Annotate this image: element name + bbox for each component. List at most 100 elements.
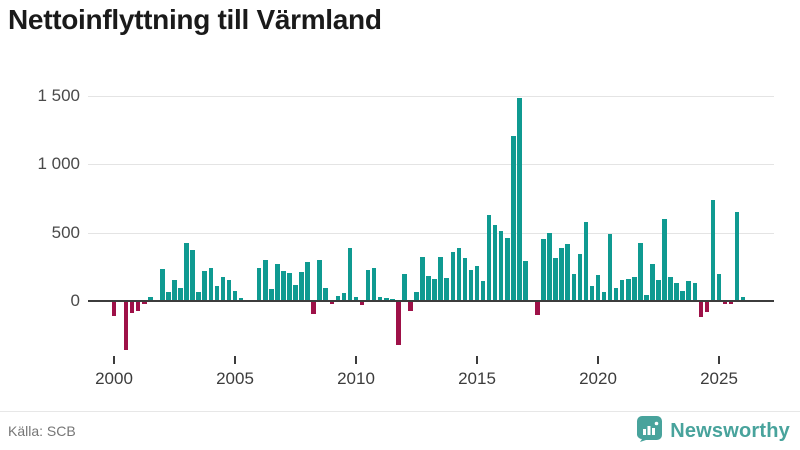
bar-2008Q4 bbox=[323, 288, 329, 301]
bar-2015Q4 bbox=[492, 225, 498, 301]
bar-2006Q1 bbox=[256, 268, 262, 301]
bar-2010Q3 bbox=[365, 270, 371, 301]
bar-2018Q1 bbox=[547, 233, 552, 301]
bar-2009Q2 bbox=[335, 296, 341, 301]
bar-2004Q1 bbox=[208, 268, 214, 301]
bar-2004Q3 bbox=[220, 276, 226, 301]
y-axis-label-0: 0 bbox=[70, 291, 80, 310]
bar-2007Q2 bbox=[287, 273, 292, 301]
bar-2005Q2 bbox=[238, 297, 244, 301]
gridline-1000 bbox=[88, 164, 774, 166]
bar-2003Q2 bbox=[190, 250, 195, 301]
bar-2009Q1 bbox=[329, 301, 335, 304]
bar-2012Q2 bbox=[408, 301, 413, 311]
bar-2021Q3 bbox=[632, 277, 637, 301]
bar-2014Q4 bbox=[468, 269, 474, 301]
bar-2009Q4 bbox=[347, 247, 353, 301]
bar-2025Q2 bbox=[722, 301, 728, 305]
bar-2016Q1 bbox=[498, 230, 504, 301]
x-axis-label-2010: 2010 bbox=[337, 369, 375, 388]
footer-divider bbox=[0, 411, 800, 412]
bar-2004Q2 bbox=[214, 285, 220, 301]
bar-2025Q3 bbox=[728, 301, 734, 304]
bar-2006Q4 bbox=[275, 264, 280, 301]
bar-2017Q4 bbox=[541, 238, 546, 301]
x-axis-label-2025: 2025 bbox=[700, 369, 738, 388]
bar-2008Q3 bbox=[317, 259, 322, 301]
bar-2009Q3 bbox=[341, 292, 347, 301]
bar-2013Q4 bbox=[444, 277, 450, 301]
bar-2013Q1 bbox=[426, 276, 431, 301]
bar-2007Q1 bbox=[281, 271, 286, 301]
source-label: Källa: SCB bbox=[8, 423, 76, 439]
bar-2001Q3 bbox=[148, 296, 153, 301]
bar-2021Q4 bbox=[638, 242, 643, 301]
bar-2011Q1 bbox=[377, 297, 383, 301]
y-axis-label-1500: 1 500 bbox=[37, 85, 80, 105]
bar-2020Q3 bbox=[607, 233, 613, 301]
bar-2010Q4 bbox=[371, 268, 377, 301]
bar-2026Q1 bbox=[740, 296, 746, 301]
bar-2012Q4 bbox=[420, 256, 425, 301]
x-axis-label-2020: 2020 bbox=[579, 369, 617, 388]
bar-2019Q2 bbox=[577, 254, 583, 301]
bar-2008Q2 bbox=[311, 301, 316, 314]
x-tick-2020 bbox=[597, 356, 599, 364]
bar-2008Q1 bbox=[305, 262, 310, 301]
bar-2024Q3 bbox=[704, 301, 710, 312]
x-axis-zero-line bbox=[88, 300, 774, 302]
bar-2019Q1 bbox=[571, 273, 577, 301]
gridline-500 bbox=[88, 232, 774, 234]
bar-2000Q1 bbox=[111, 301, 117, 317]
newsworthy-logo[interactable]: Newsworthy bbox=[636, 415, 790, 447]
bar-2014Q3 bbox=[462, 257, 468, 301]
x-axis-label-2015: 2015 bbox=[458, 369, 496, 388]
bar-2002Q2 bbox=[166, 291, 171, 301]
x-tick-2015 bbox=[476, 356, 478, 364]
page-title: Nettoinflyttning till Värmland bbox=[8, 4, 382, 35]
bar-2018Q4 bbox=[565, 243, 571, 301]
bar-2007Q4 bbox=[299, 272, 304, 301]
bar-2002Q4 bbox=[178, 287, 183, 301]
bar-2017Q3 bbox=[535, 301, 540, 316]
bar-2024Q1 bbox=[692, 283, 698, 301]
bar-2021Q1 bbox=[619, 279, 625, 301]
bar-2023Q1 bbox=[668, 276, 673, 301]
bar-2003Q1 bbox=[184, 243, 189, 301]
bar-2006Q3 bbox=[269, 288, 274, 301]
bar-2018Q3 bbox=[559, 247, 564, 301]
gridline-1500 bbox=[88, 95, 774, 97]
bar-2021Q2 bbox=[625, 278, 631, 301]
bar-2013Q2 bbox=[432, 278, 437, 301]
bar-2015Q3 bbox=[486, 215, 492, 301]
bar-2006Q2 bbox=[262, 260, 268, 301]
y-axis-label-500: 500 bbox=[51, 222, 80, 242]
bar-2000Q4 bbox=[129, 301, 135, 313]
bar-2019Q3 bbox=[583, 221, 589, 301]
y-axis-label-1000: 1 000 bbox=[37, 154, 80, 174]
bar-2001Q1 bbox=[135, 301, 141, 312]
bar-2014Q1 bbox=[450, 251, 456, 301]
bar-2003Q4 bbox=[202, 271, 208, 301]
bar-2023Q4 bbox=[686, 281, 692, 301]
bar-2022Q2 bbox=[650, 263, 655, 301]
bar-2003Q3 bbox=[196, 291, 201, 301]
bar-2025Q1 bbox=[716, 274, 722, 301]
bar-2025Q4 bbox=[734, 212, 740, 301]
bar-2013Q3 bbox=[438, 256, 443, 301]
bar-2014Q2 bbox=[456, 248, 462, 301]
x-axis-label-2000: 2000 bbox=[95, 369, 133, 388]
bar-2017Q1 bbox=[523, 260, 528, 301]
bar-2016Q2 bbox=[504, 238, 510, 301]
bar-2000Q3 bbox=[123, 301, 129, 351]
newsworthy-wordmark: Newsworthy bbox=[670, 419, 790, 442]
x-tick-2010 bbox=[355, 356, 357, 364]
bar-2012Q3 bbox=[414, 291, 419, 301]
bar-2024Q2 bbox=[698, 301, 704, 317]
bar-2004Q4 bbox=[226, 280, 232, 301]
bar-2007Q3 bbox=[293, 285, 298, 301]
bar-2019Q4 bbox=[589, 286, 595, 301]
bar-2023Q3 bbox=[680, 290, 685, 301]
bar-2011Q2 bbox=[383, 297, 389, 301]
